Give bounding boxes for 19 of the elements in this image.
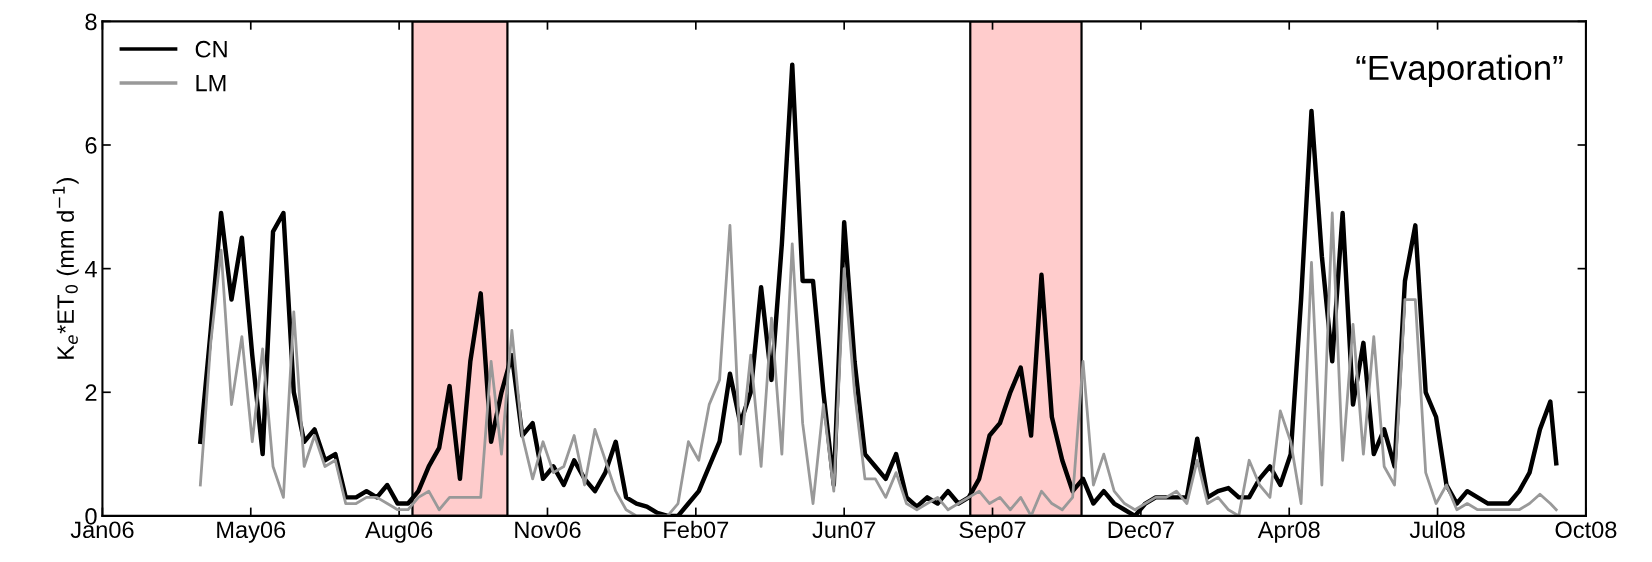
- x-tick-label: Aug06: [365, 521, 433, 543]
- y-tick-label: 4: [84, 260, 97, 278]
- legend-label: CN: [195, 40, 227, 58]
- x-tick-label: Apr08: [1257, 521, 1320, 543]
- x-tick-label: Nov06: [515, 521, 581, 539]
- x-tick-label: Oct08: [1555, 521, 1617, 539]
- annotation: “Evaporation”: [1356, 54, 1563, 87]
- legend-label: LM: [196, 74, 226, 92]
- x-tick-label: Jun07: [812, 521, 876, 539]
- line-series: [198, 211, 1558, 516]
- x-tick-label: Feb07: [664, 520, 729, 539]
- x-tick-label: May06: [217, 521, 286, 543]
- y-axis-title: K$_{e}$*ET$_{0}$ (mm d$^{−1}$): [52, 178, 79, 359]
- x-tick-label: Dec07: [1108, 521, 1174, 539]
- y-tick-label: 2: [85, 384, 97, 401]
- x-tick-label: Sep07: [959, 521, 1026, 543]
- y-tick-label: 6: [85, 137, 97, 154]
- x-tick-label: Jul08: [1409, 520, 1465, 539]
- y-tick-label: 8: [85, 13, 97, 31]
